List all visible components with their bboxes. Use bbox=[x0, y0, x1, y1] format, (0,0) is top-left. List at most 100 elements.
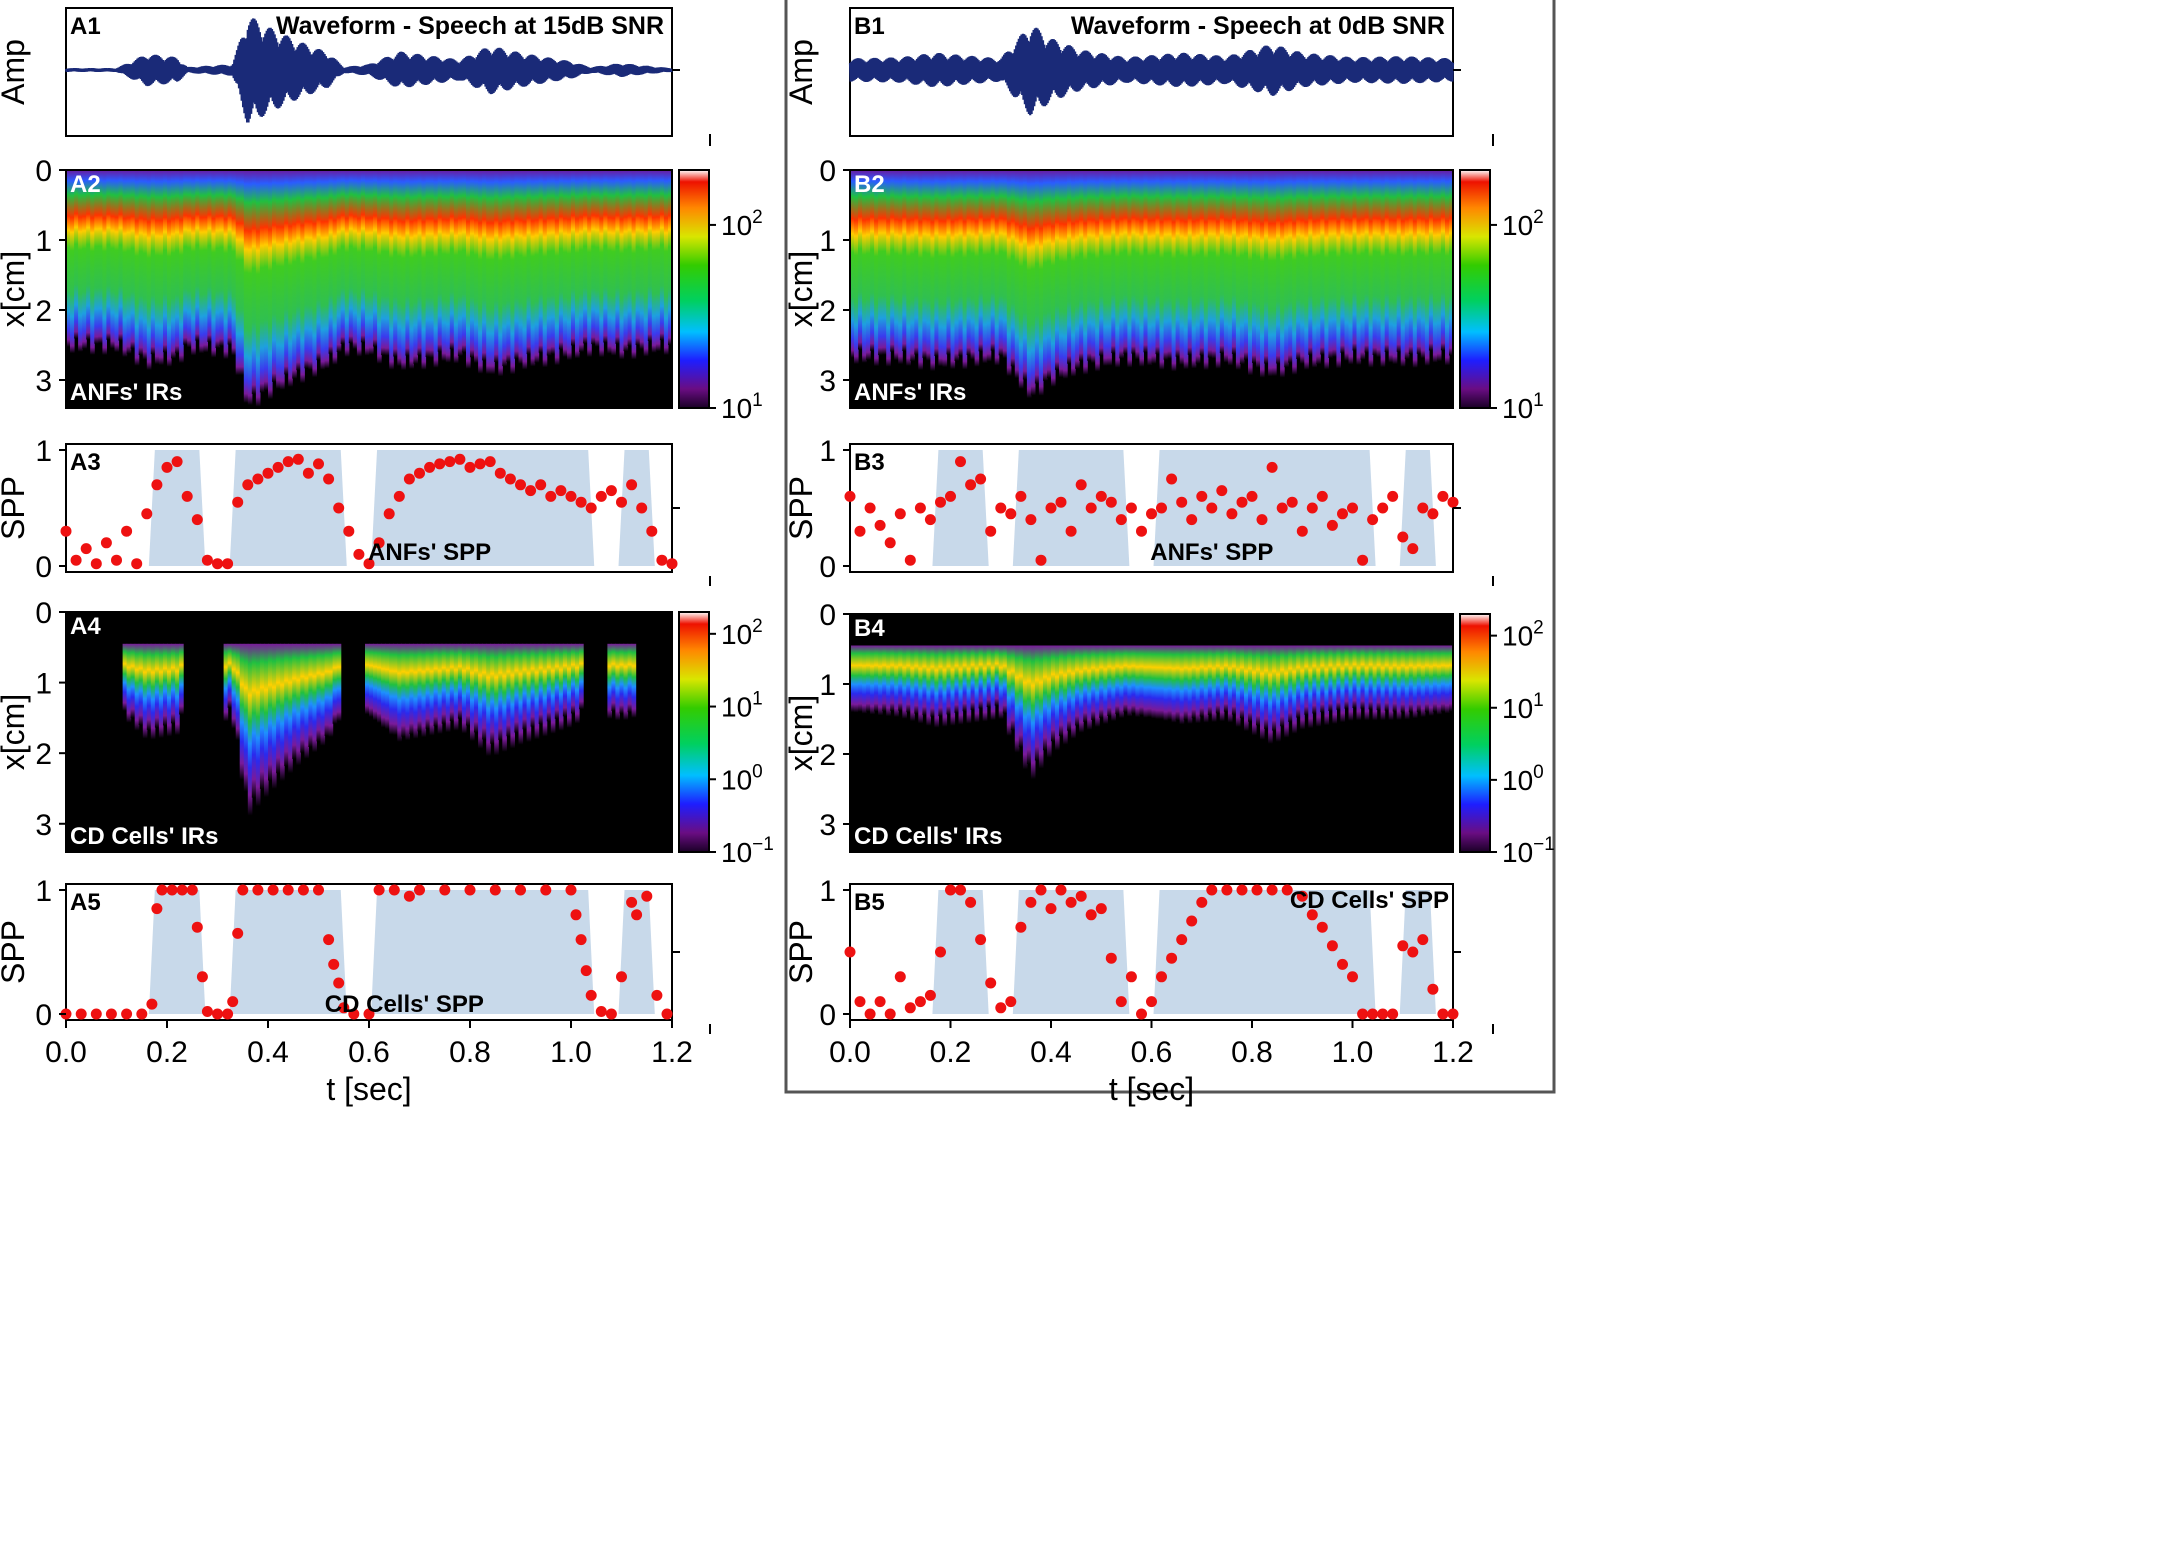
heatmap-column bbox=[1412, 170, 1418, 368]
heatmap-column bbox=[506, 170, 511, 362]
spp-point bbox=[232, 927, 244, 939]
heatmap-column bbox=[882, 170, 887, 355]
spp-point bbox=[1166, 952, 1178, 964]
spp-point bbox=[201, 1006, 213, 1017]
heatmap-column bbox=[554, 170, 560, 366]
heatmap-column bbox=[1127, 170, 1132, 368]
spp-point bbox=[348, 1008, 360, 1020]
x-tick-label: 0.8 bbox=[1231, 1036, 1273, 1069]
heatmap-column bbox=[546, 170, 552, 356]
y-tick-label: 3 bbox=[819, 809, 836, 842]
spp-point bbox=[338, 1002, 350, 1014]
heatmap-column bbox=[567, 643, 572, 728]
heatmap-column bbox=[982, 170, 988, 364]
heatmap-column bbox=[990, 645, 996, 721]
heatmap-column bbox=[1030, 170, 1036, 396]
heatmap-column bbox=[409, 643, 414, 735]
heatmap-column bbox=[1380, 645, 1386, 721]
heatmap-column bbox=[179, 643, 184, 715]
y-tick-label: 1 bbox=[819, 435, 836, 468]
spp-point bbox=[1146, 508, 1157, 520]
heatmap-column bbox=[251, 643, 257, 798]
heatmap-column bbox=[1360, 645, 1366, 709]
spp-point bbox=[454, 453, 466, 465]
spp-point bbox=[540, 884, 552, 896]
speech-segment bbox=[1153, 450, 1376, 566]
heatmap-column bbox=[542, 170, 548, 368]
heatmap-column bbox=[1219, 645, 1225, 722]
panel-label: B4 bbox=[854, 615, 885, 642]
heatmap-column bbox=[668, 170, 673, 345]
heatmap-column bbox=[243, 170, 249, 403]
heatmap-column bbox=[1219, 170, 1225, 353]
heatmap-column bbox=[1199, 645, 1205, 717]
spp-point bbox=[1221, 884, 1233, 896]
heatmap-column bbox=[1252, 170, 1257, 363]
heatmap-column bbox=[138, 643, 144, 725]
heatmap-column bbox=[175, 643, 180, 735]
heatmap-column bbox=[490, 170, 495, 375]
heatmap-column bbox=[1244, 645, 1249, 732]
heatmap-column bbox=[615, 643, 620, 721]
heatmap-column bbox=[231, 643, 237, 729]
y-tick-label: 0 bbox=[35, 999, 52, 1032]
heatmap-column bbox=[1159, 170, 1165, 370]
y-tick-label: 1 bbox=[35, 875, 52, 908]
heatmap-column bbox=[1292, 645, 1297, 734]
heatmap-frame bbox=[849, 613, 1454, 853]
heatmap-column bbox=[1223, 645, 1229, 712]
heatmap-column bbox=[429, 170, 435, 358]
heatmap-column bbox=[1006, 645, 1012, 736]
spp-point bbox=[1206, 884, 1218, 896]
spp-point bbox=[489, 884, 501, 896]
speech-segment bbox=[371, 890, 595, 1014]
spp-point bbox=[985, 977, 997, 989]
spp-point bbox=[844, 490, 856, 502]
heatmap-column bbox=[862, 645, 867, 714]
y-tick-label: 0 bbox=[819, 551, 836, 584]
heatmap-column bbox=[1396, 170, 1402, 352]
spp-point bbox=[874, 996, 886, 1008]
spp-point bbox=[302, 467, 314, 479]
panel-label: B1 bbox=[854, 13, 885, 40]
heatmap-column bbox=[1043, 170, 1048, 381]
y-axis-label: x[cm] bbox=[783, 695, 819, 771]
spp-point bbox=[1146, 996, 1157, 1008]
heatmap-column bbox=[1183, 170, 1189, 370]
spp-point bbox=[975, 473, 987, 485]
heatmap-column bbox=[179, 170, 184, 363]
x-tick-label: 0.2 bbox=[930, 1036, 972, 1069]
spp-point bbox=[176, 884, 188, 896]
heatmap-column bbox=[102, 170, 107, 355]
heatmap-column bbox=[571, 170, 576, 346]
heatmap-column bbox=[284, 643, 289, 767]
heatmap-column bbox=[474, 170, 479, 363]
colorbar-tick-base: 10 bbox=[1502, 393, 1533, 424]
heatmap-column bbox=[154, 170, 160, 365]
heatmap-column bbox=[1260, 645, 1265, 740]
heatmap-column bbox=[890, 645, 895, 711]
heatmap-column bbox=[1416, 645, 1422, 712]
heatmap-column bbox=[994, 645, 1000, 706]
heatmap-column bbox=[332, 643, 338, 724]
heatmap-column bbox=[1047, 170, 1052, 378]
spp-point bbox=[393, 490, 405, 502]
spp-point bbox=[1005, 508, 1017, 520]
heatmap-column bbox=[272, 643, 277, 789]
heatmap-column bbox=[1123, 645, 1128, 713]
spp-point bbox=[1251, 884, 1263, 896]
spp-point bbox=[666, 558, 678, 570]
heatmap-column bbox=[142, 170, 148, 360]
heatmap-column bbox=[910, 170, 915, 362]
panel-name: CD Cells' IRs bbox=[854, 823, 1002, 850]
heatmap-column bbox=[571, 643, 576, 714]
heatmap-column bbox=[1436, 645, 1442, 715]
heatmap-column bbox=[1087, 645, 1092, 730]
y-tick-label: 1 bbox=[819, 225, 836, 258]
spp-point bbox=[484, 456, 496, 468]
spp-point bbox=[1367, 514, 1379, 526]
heatmap-column bbox=[122, 170, 128, 357]
heatmap-column bbox=[1139, 170, 1144, 367]
